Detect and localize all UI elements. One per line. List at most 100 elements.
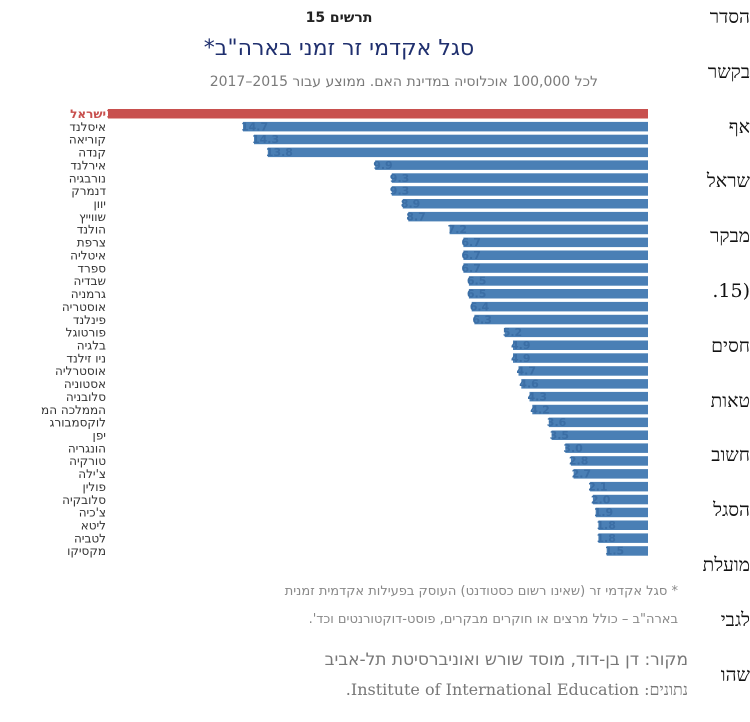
category-label-22: סלובניה: [66, 390, 106, 404]
value-label-23: 4.2: [530, 403, 550, 416]
bar-34: [606, 546, 648, 556]
bar-26: [565, 443, 648, 453]
category-label-14: גרמניה: [71, 287, 106, 301]
category-label-33: לטביה: [74, 531, 106, 545]
bar-27: [570, 456, 648, 466]
value-label-9: 7.2: [448, 223, 468, 236]
value-label-8: 8.7: [406, 210, 426, 223]
category-label-7: יוון: [94, 197, 107, 211]
value-label-0: 19.6: [106, 108, 133, 121]
category-label-30: סלובקיה: [62, 493, 106, 507]
bar-4: [375, 160, 648, 170]
category-label-16: פינלנד: [73, 313, 106, 327]
value-label-33: 1.8: [596, 532, 616, 545]
bar-19: [513, 353, 648, 363]
article-line-3: שראל: [706, 170, 750, 193]
value-label-11: 6.7: [461, 249, 481, 262]
chart-subtitle: לכל 100,000 אוכלוסיה במדינת האם. ממוצע ע…: [209, 74, 598, 90]
article-line-2: אף: [728, 115, 750, 138]
bar-24: [548, 417, 648, 428]
value-label-27: 2.8: [569, 455, 589, 468]
source-credit: מקור: דן בן-דוד, מוסד שורש ואוניברסיטת ת…: [324, 650, 688, 670]
article-line-6: חסים: [711, 334, 750, 357]
category-label-34: מקסיקו: [67, 544, 106, 558]
bar-29: [590, 481, 648, 492]
chart-figure: תרשים 15 סגל אקדמי זר זמני בארה"ב* לכל 1…: [41, 10, 688, 699]
value-label-3: 13.8: [266, 146, 293, 159]
category-label-26: הונגריה: [68, 441, 106, 455]
value-label-24: 3.6: [547, 416, 567, 429]
article-line-9: הסגל: [713, 499, 750, 522]
value-label-29: 2.1: [588, 480, 608, 493]
category-label-29: פולין: [82, 480, 106, 494]
value-label-19: 4.9: [511, 352, 531, 365]
category-label-4: אירלנד: [70, 158, 106, 172]
category-label-0: ישראל: [70, 107, 106, 121]
bar-28: [573, 469, 648, 479]
value-label-5: 9.3: [390, 172, 410, 185]
category-label-28: צ'ילה: [78, 467, 106, 481]
value-label-30: 2.0: [591, 493, 611, 506]
article-line-10: מועלת: [702, 554, 750, 576]
bar-9: [449, 224, 648, 235]
category-label-1: איסלנד: [69, 120, 106, 134]
bar-31: [595, 507, 648, 518]
category-label-31: צ'כיה: [79, 506, 106, 520]
value-label-12: 6.7: [461, 262, 481, 275]
category-label-11: איטליה: [70, 249, 106, 263]
bar-11: [463, 250, 648, 260]
category-label-23: הממלכה המ: [41, 403, 106, 417]
category-label-18: בלגיה: [77, 339, 106, 353]
category-label-32: ליטא: [81, 519, 106, 533]
value-label-13: 6.5: [467, 275, 487, 288]
footnote-line-1: * סגל אקדמי זר (שאינו רשום כסטודנט) העוס…: [284, 584, 678, 599]
category-label-25: יפן: [93, 429, 106, 443]
bar-23: [532, 404, 648, 415]
bar-5: [391, 173, 648, 183]
bar-7: [402, 199, 648, 209]
value-label-32: 1.8: [596, 519, 616, 532]
value-label-6: 9.3: [390, 185, 410, 198]
bar-30: [592, 494, 648, 505]
value-label-21: 4.6: [519, 378, 539, 391]
bar-33: [598, 533, 648, 543]
category-label-20: אוסטרליה: [55, 364, 106, 378]
category-label-13: שבדיה: [73, 274, 106, 288]
value-label-7: 8.9: [401, 198, 421, 211]
bar-16: [474, 314, 648, 325]
bar-10: [463, 237, 648, 248]
bar-21: [521, 379, 648, 389]
value-label-31: 1.9: [594, 506, 614, 519]
value-label-15: 6.4: [470, 300, 490, 313]
category-label-5: נורבגיה: [69, 171, 106, 185]
category-label-15: אוסטריה: [62, 300, 106, 314]
category-label-3: קנדה: [78, 146, 106, 160]
bar-13: [468, 276, 648, 286]
value-label-14: 6.5: [467, 288, 487, 301]
value-label-25: 3.5: [550, 429, 570, 442]
value-label-34: 1.5: [605, 545, 625, 558]
article-line-12: שהו: [720, 663, 750, 686]
bar-17: [504, 327, 648, 338]
category-label-9: הולנד: [77, 223, 106, 237]
category-label-2: קוריאה: [69, 133, 106, 147]
bar-3: [267, 147, 648, 158]
article-line-1: בקשר: [707, 60, 750, 83]
bar-0: [108, 109, 648, 119]
bar-12: [463, 263, 648, 273]
bar-14: [468, 289, 648, 299]
value-label-4: 9.9: [373, 159, 393, 172]
data-source: נתונים: Institute of International Educa…: [345, 680, 688, 699]
category-label-19: ניו זילנד: [66, 351, 106, 365]
article-line-8: חשוב: [711, 444, 750, 467]
category-label-10: צרפת: [77, 236, 106, 250]
value-label-20: 4.7: [517, 365, 537, 378]
bar-22: [529, 391, 648, 402]
article-line-7: טאות: [710, 389, 750, 412]
value-label-22: 4.3: [528, 390, 548, 403]
value-label-2: 14.3: [252, 133, 279, 146]
article-text-edge: הסדר בקשר אף שראל מבקר (15. חסים טאות חשוב הסגל מו…: [680, 0, 750, 722]
bar-25: [551, 430, 648, 440]
bar-2: [254, 134, 648, 145]
